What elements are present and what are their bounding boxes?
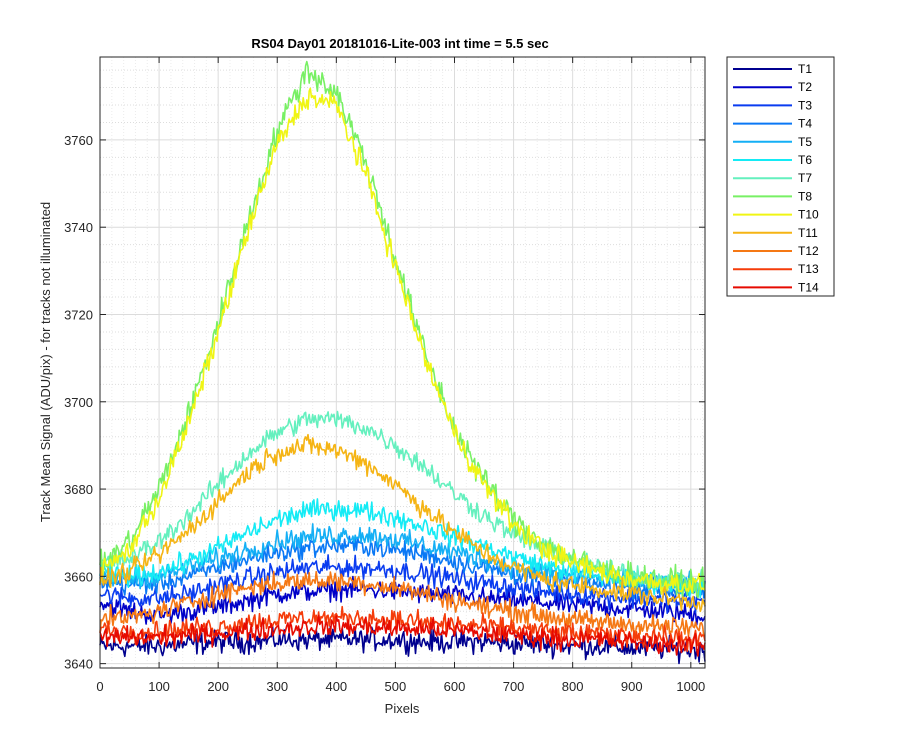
y-tick-label: 3720 <box>64 307 93 322</box>
x-tick-label: 100 <box>148 679 170 694</box>
chart-title: RS04 Day01 20181016-Lite-003 int time = … <box>251 36 548 51</box>
series-line-t14 <box>99 614 706 657</box>
x-tick-label: 700 <box>503 679 525 694</box>
legend-label: T4 <box>798 117 812 131</box>
axis-ticks: 0 100 200 300 400 500 600 700 800 900 1000 3640 3660… <box>64 57 705 694</box>
legend-label: T8 <box>798 189 812 203</box>
x-tick-label: 0 <box>96 679 103 694</box>
legend: T1 T2 T3 T4 T5 T6 T7 T8 T10 T11 T12 T13 T14 <box>726 56 835 297</box>
legend-label: T14 <box>798 280 819 294</box>
plot-frame <box>99 56 706 669</box>
series-lines <box>99 60 706 665</box>
legend-label: T10 <box>798 208 819 222</box>
x-tick-label: 400 <box>325 679 347 694</box>
series-line-t4 <box>99 535 706 600</box>
x-tick-label: 1000 <box>676 679 705 694</box>
series-line-t1 <box>99 624 706 665</box>
x-tick-label: 600 <box>444 679 466 694</box>
y-tick-label: 3740 <box>64 220 93 235</box>
y-tick-label: 3640 <box>64 657 93 672</box>
legend-label: T2 <box>798 80 812 94</box>
legend-label: T12 <box>798 244 819 258</box>
legend-label: T6 <box>798 153 812 167</box>
series-line-t11 <box>99 433 706 613</box>
legend-box <box>726 56 835 297</box>
x-tick-label: 800 <box>562 679 584 694</box>
legend-label: T3 <box>798 98 812 112</box>
x-tick-label: 500 <box>385 679 407 694</box>
legend-label: T7 <box>798 171 812 185</box>
y-tick-label: 3700 <box>64 395 93 410</box>
x-tick-label: 900 <box>621 679 643 694</box>
y-tick-label: 3760 <box>64 133 93 148</box>
y-tick-label: 3660 <box>64 569 93 584</box>
x-tick-label: 200 <box>207 679 229 694</box>
y-axis-label: Track Mean Signal (ADU/pix) - for tracks… <box>38 202 53 522</box>
legend-label: T5 <box>798 135 812 149</box>
x-tick-label: 300 <box>266 679 288 694</box>
legend-label: T11 <box>798 226 818 240</box>
series-line-t12 <box>99 570 706 638</box>
grid <box>100 57 705 668</box>
x-axis-label: Pixels <box>385 701 420 716</box>
y-tick-label: 3680 <box>64 482 93 497</box>
series-line-t3 <box>99 554 706 615</box>
legend-label: T13 <box>798 262 819 276</box>
legend-label: T1 <box>798 62 812 76</box>
series-line-t10 <box>99 87 706 595</box>
